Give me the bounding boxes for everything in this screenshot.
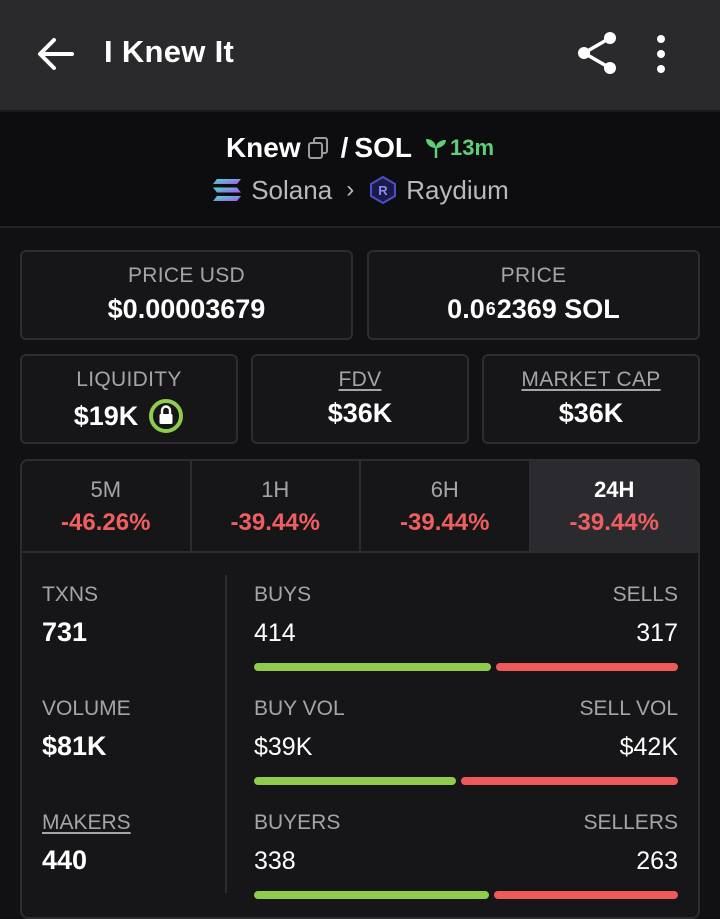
pair-separator: / (340, 132, 349, 163)
sellers-label: SELLERS (583, 811, 678, 834)
price-card: PRICE 0.0 6 2369 SOL (367, 250, 700, 340)
tab-1h[interactable]: 1H -39.44% (192, 461, 361, 551)
buys-label: BUYS (254, 583, 312, 606)
txns-stat: TXNS 731 (42, 583, 98, 648)
tab-change: -39.44% (569, 509, 659, 536)
market-cap-label[interactable]: MARKET CAP (521, 368, 661, 391)
price-label: PRICE (500, 264, 567, 287)
sell-vol-bar-fill (461, 777, 678, 785)
buys-sells-bar (254, 663, 678, 671)
buy-sell-volume-stat: BUY VOL SELL VOL $39K $42K (254, 697, 678, 787)
tab-change: -39.44% (400, 509, 490, 536)
solana-icon (213, 179, 242, 201)
makers-label[interactable]: MAKERS (42, 811, 131, 834)
tab-6h[interactable]: 6H -39.44% (361, 461, 531, 551)
copy-icon[interactable] (307, 136, 329, 160)
page-title: I Knew It (104, 34, 235, 69)
stats-grid: TXNS 731 VOLUME $81K MAKERS 440 BUYS SEL… (22, 553, 698, 917)
tab-24h[interactable]: 24H -39.44% (530, 461, 698, 551)
pair-age-value: 13m (449, 135, 495, 160)
tab-change: -39.44% (230, 509, 320, 536)
price-value-prefix: 0.0 (447, 294, 485, 324)
buy-vol-value: $39K (254, 733, 313, 761)
quote-token: SOL (354, 132, 412, 163)
sell-vol-value: $42K (619, 733, 678, 761)
dex-name[interactable]: Raydium (406, 174, 509, 205)
pair-header: Knew / SOL 13m Solana › (0, 112, 720, 228)
liquidity-card: LIQUIDITY $19K (20, 354, 238, 444)
buys-sells-stat: BUYS SELLS 414 317 (254, 583, 678, 673)
lock-icon[interactable] (148, 398, 184, 434)
tab-label: 1H (261, 477, 290, 502)
buyers-sellers-stat: BUYERS SELLERS 338 263 (254, 811, 678, 901)
market-cap-value: $36K (558, 398, 624, 428)
makers-stat[interactable]: MAKERS 440 (42, 811, 131, 876)
buyers-label: BUYERS (254, 811, 341, 834)
makers-value: 440 (42, 845, 88, 875)
fdv-card[interactable]: FDV $36K (251, 354, 469, 444)
liquidity-value-row: $19K (22, 398, 236, 434)
arrow-left-icon[interactable] (34, 32, 78, 76)
buy-sell-volume-bar (254, 777, 678, 785)
buyers-bar-fill (254, 891, 489, 899)
chain-name[interactable]: Solana (251, 174, 333, 205)
sell-bar-fill (496, 663, 678, 671)
stats-panel: 5M -46.26% 1H -39.44% 6H -39.44% 24H -39… (20, 459, 700, 919)
liquidity-value: $19K (73, 400, 139, 431)
buy-vol-bar-fill (254, 777, 456, 785)
pair-line: Knew / SOL 13m (0, 128, 720, 168)
sell-vol-label: SELL VOL (579, 697, 678, 720)
tab-label: 6H (430, 477, 459, 502)
tab-label: 5M (90, 477, 122, 502)
chain-line: Solana › R Raydium (0, 170, 720, 210)
pair-age: 13m (424, 135, 494, 161)
fdv-label[interactable]: FDV (338, 368, 382, 391)
timeframe-tabs: 5M -46.26% 1H -39.44% 6H -39.44% 24H -39… (22, 461, 698, 553)
price-usd-card: PRICE USD $0.00003679 (20, 250, 353, 340)
price-usd-label: PRICE USD (127, 264, 246, 287)
price-value-zeros: 6 (485, 299, 496, 319)
volume-label: VOLUME (42, 697, 131, 720)
raydium-icon: R (370, 175, 397, 205)
buyers-value: 338 (254, 847, 296, 875)
sellers-value: 263 (636, 847, 678, 875)
sellers-bar-fill (494, 891, 678, 899)
liquidity-label: LIQUIDITY (76, 368, 182, 391)
txns-label: TXNS (42, 583, 99, 606)
buys-value: 414 (254, 619, 296, 647)
divider (225, 575, 227, 893)
chevron-right-icon: › (346, 176, 355, 203)
price-value-suffix: 2369 SOL (496, 294, 620, 324)
price-usd-value: $0.00003679 (107, 294, 266, 324)
buy-bar-fill (254, 663, 491, 671)
tab-5m[interactable]: 5M -46.26% (22, 461, 192, 551)
volume-stat: VOLUME $81K (42, 697, 131, 762)
volume-value: $81K (42, 731, 107, 761)
share-icon[interactable] (574, 30, 620, 76)
sells-value: 317 (636, 619, 678, 647)
price-value: 0.0 6 2369 SOL (369, 294, 698, 325)
svg-text:R: R (378, 183, 388, 198)
market-cap-card[interactable]: MARKET CAP $36K (482, 354, 700, 444)
tab-change: -46.26% (61, 509, 151, 536)
tab-label: 24H (594, 477, 635, 502)
sells-label: SELLS (612, 583, 678, 606)
txns-value: 731 (42, 617, 88, 647)
buy-vol-label: BUY VOL (254, 697, 345, 720)
base-token: Knew (225, 132, 301, 163)
app-bar: I Knew It (0, 0, 720, 112)
more-vertical-icon[interactable] (646, 32, 676, 76)
buyers-sellers-bar (254, 891, 678, 899)
fdv-value: $36K (327, 398, 393, 428)
sprout-icon (425, 139, 446, 158)
